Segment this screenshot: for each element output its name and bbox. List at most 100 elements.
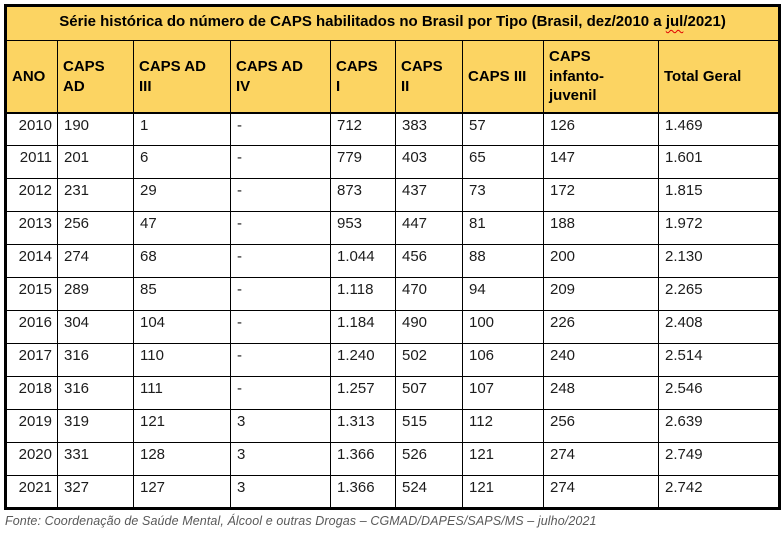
column-header-caps-infanto-juvenil: CAPS infanto-juvenil	[543, 40, 659, 114]
value-cell: 110	[133, 343, 231, 378]
value-cell: 447	[395, 211, 463, 246]
table-row-2012: 2012 231 29-873 437 73 172 1.815	[5, 178, 781, 213]
value-cell: 953	[330, 211, 396, 246]
value-cell: 1.815	[657, 178, 781, 213]
value-cell: 274	[57, 244, 134, 279]
value-cell: 106	[462, 343, 544, 378]
value-cell: 231	[57, 178, 134, 213]
value-cell: 172	[543, 178, 659, 213]
table-title: Série histórica do número de CAPS habili…	[4, 4, 781, 42]
value-cell: 327	[57, 475, 134, 510]
value-cell: 121	[462, 475, 544, 510]
value-cell: 73	[462, 178, 544, 213]
caps-historical-table: Série histórica do número de CAPS habili…	[4, 4, 782, 511]
value-cell: 274	[543, 475, 659, 510]
value-cell: -	[230, 178, 331, 213]
value-cell: 107	[462, 376, 544, 411]
value-cell: 304	[57, 310, 134, 345]
table-row-2017: 2017 316 110-1.240 502 106 240 2.514	[5, 343, 781, 378]
title-row: Série histórica do número de CAPS habili…	[4, 4, 781, 42]
year-cell: 2010	[5, 112, 58, 147]
value-cell: 47	[133, 211, 231, 246]
value-cell: 200	[543, 244, 659, 279]
table-row-2019: 2019 319 121 3 1.313 515 112 256 2.639	[5, 409, 781, 444]
value-cell: 524	[395, 475, 463, 510]
value-cell: 147	[543, 145, 659, 180]
value-cell: 316	[57, 343, 134, 378]
column-header-caps-i: CAPS I	[330, 40, 396, 114]
value-cell: 1.044	[330, 244, 396, 279]
value-cell: 85	[133, 277, 231, 312]
value-cell: -	[230, 310, 331, 345]
value-cell: 127	[133, 475, 231, 510]
value-cell: 1.184	[330, 310, 396, 345]
value-cell: 490	[395, 310, 463, 345]
value-cell: -	[230, 277, 331, 312]
value-cell: 3	[230, 475, 331, 510]
value-cell: 779	[330, 145, 396, 180]
value-cell: 2.742	[657, 475, 781, 510]
value-cell: 209	[543, 277, 659, 312]
value-cell: 2.546	[657, 376, 781, 411]
table-row-2011: 2011 201 6-779 403 65 147 1.601	[5, 145, 781, 180]
table-row-2010: 2010 190 1-712 383 57 126 1.469	[5, 112, 781, 147]
column-header-caps-iii: CAPS III	[462, 40, 544, 114]
column-header-caps-ad-iii: CAPS AD III	[133, 40, 231, 114]
value-cell: 1.366	[330, 442, 396, 477]
value-cell: 1.240	[330, 343, 396, 378]
value-cell: 3	[230, 442, 331, 477]
year-cell: 2014	[5, 244, 58, 279]
value-cell: 112	[462, 409, 544, 444]
value-cell: 29	[133, 178, 231, 213]
value-cell: 1.118	[330, 277, 396, 312]
value-cell: 470	[395, 277, 463, 312]
value-cell: 502	[395, 343, 463, 378]
value-cell: -	[230, 112, 331, 147]
value-cell: 6	[133, 145, 231, 180]
year-cell: 2011	[5, 145, 58, 180]
value-cell: 437	[395, 178, 463, 213]
value-cell: 201	[57, 145, 134, 180]
value-cell: 383	[395, 112, 463, 147]
table-row-2014: 2014 274 68-1.044 456 88 200 2.130	[5, 244, 781, 279]
value-cell: 403	[395, 145, 463, 180]
value-cell: 2.639	[657, 409, 781, 444]
column-header-row: ANO CAPS AD CAPS AD III CAPS AD IV CAPS I CAP…	[5, 40, 781, 114]
value-cell: 256	[57, 211, 134, 246]
value-cell: 331	[57, 442, 134, 477]
column-header-total-geral: Total Geral	[657, 40, 781, 114]
value-cell: 240	[543, 343, 659, 378]
year-cell: 2018	[5, 376, 58, 411]
table-row-2013: 2013 256 47-953 447 81 188 1.972	[5, 211, 781, 246]
value-cell: 2.408	[657, 310, 781, 345]
value-cell: 128	[133, 442, 231, 477]
year-cell: 2016	[5, 310, 58, 345]
value-cell: 1.313	[330, 409, 396, 444]
value-cell: 126	[543, 112, 659, 147]
value-cell: 1.972	[657, 211, 781, 246]
value-cell: 507	[395, 376, 463, 411]
value-cell: 188	[543, 211, 659, 246]
value-cell: 248	[543, 376, 659, 411]
value-cell: 2.749	[657, 442, 781, 477]
title-spellcheck-word: jul	[665, 13, 684, 30]
column-header-caps-ii: CAPS II	[395, 40, 463, 114]
value-cell: 319	[57, 409, 134, 444]
value-cell: 111	[133, 376, 231, 411]
value-cell: 104	[133, 310, 231, 345]
value-cell: 100	[462, 310, 544, 345]
value-cell: -	[230, 244, 331, 279]
table-row-2018: 2018 316 111-1.257 507 107 248 2.546	[5, 376, 781, 411]
value-cell: 1.601	[657, 145, 781, 180]
year-cell: 2013	[5, 211, 58, 246]
table-body: 2010 190 1-712 383 57 126 1.469 2011 201 6-779 403…	[5, 112, 781, 510]
value-cell: 1.257	[330, 376, 396, 411]
value-cell: 88	[462, 244, 544, 279]
value-cell: -	[230, 145, 331, 180]
value-cell: 256	[543, 409, 659, 444]
table-row-2020: 2020 331 128 3 1.366 526 121 274 2.749	[5, 442, 781, 477]
title-text-start: Série histórica do número de CAPS habili…	[59, 13, 666, 30]
value-cell: 94	[462, 277, 544, 312]
value-cell: 190	[57, 112, 134, 147]
